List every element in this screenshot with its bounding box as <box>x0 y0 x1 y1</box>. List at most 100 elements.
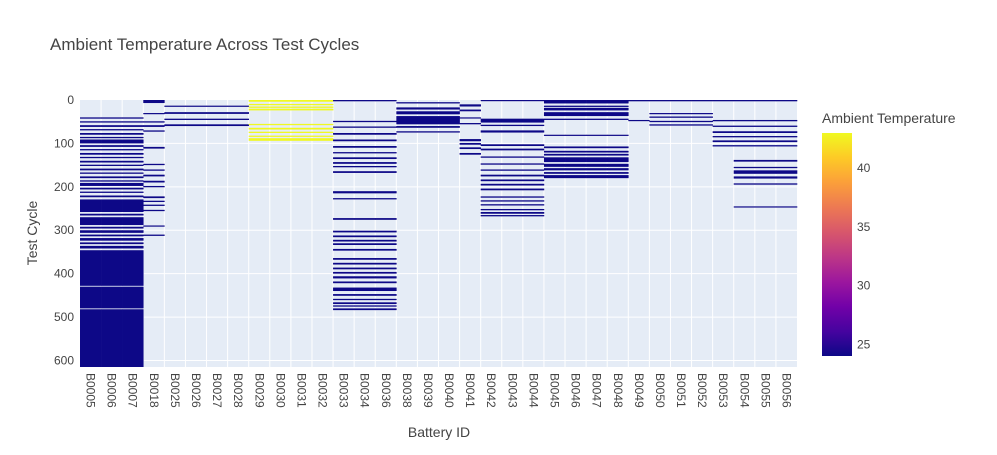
heatmap-cell <box>333 305 355 307</box>
heatmap-cell <box>101 217 123 226</box>
heatmap-cell <box>375 281 397 284</box>
y-axis-ticks: 0 100 200 300 400 500 600 <box>54 93 74 367</box>
heatmap-cell <box>586 146 608 149</box>
heatmap-cell <box>565 118 587 120</box>
heatmap-cell <box>607 163 629 167</box>
heatmap-cell <box>333 302 355 305</box>
heatmap-cell <box>354 262 376 265</box>
heatmap-cell <box>122 117 144 119</box>
heatmap-cell <box>459 142 481 145</box>
x-tick-label: B0034 <box>358 373 372 408</box>
heatmap-cell <box>586 157 608 163</box>
heatmap-cell <box>501 212 524 214</box>
heatmap-cell <box>649 116 671 118</box>
heatmap-cell <box>396 116 418 125</box>
heatmap-cell <box>375 152 397 154</box>
heatmap-cell <box>290 135 313 137</box>
heatmap-cell <box>607 168 629 171</box>
heatmap-cell <box>122 164 144 166</box>
heatmap-cell <box>227 118 250 120</box>
heatmap-cell <box>80 195 102 198</box>
heatmap-cell <box>80 156 102 159</box>
heatmap-cell <box>80 182 102 186</box>
heatmap-cell <box>522 124 545 127</box>
heatmap-cell <box>311 123 334 126</box>
heatmap-cell <box>143 185 165 188</box>
x-tick-label: B0028 <box>231 373 245 408</box>
heatmap-cell <box>354 230 376 233</box>
heatmap-cell <box>122 242 144 245</box>
heatmap-cell <box>565 175 587 179</box>
heatmap-cell <box>586 134 608 136</box>
heatmap-cell <box>143 100 165 104</box>
heatmap-cell <box>80 139 102 144</box>
heatmap-cell <box>522 144 545 147</box>
heatmap-cell <box>290 106 313 108</box>
heatmap-cell <box>80 176 102 179</box>
heatmap-cell <box>101 286 123 309</box>
heatmap-cell <box>354 126 376 128</box>
heatmap-cell <box>691 124 713 126</box>
heatmap-cell <box>227 105 250 107</box>
heatmap-cell <box>522 156 545 158</box>
heatmap-cell <box>354 171 376 173</box>
heatmap-cell <box>122 149 144 151</box>
heatmap-cell <box>333 294 355 296</box>
colorbar-tick-label: 25 <box>857 337 871 351</box>
heatmap-cell <box>775 183 798 185</box>
heatmap-cell <box>501 204 524 206</box>
heatmap-cell <box>101 226 123 229</box>
heatmap-cell <box>375 262 397 265</box>
x-tick-label: B0025 <box>168 373 182 408</box>
heatmap-cell <box>143 121 165 123</box>
heatmap-cell <box>775 176 798 179</box>
heatmap-cell <box>586 105 608 107</box>
heatmap-cell <box>269 106 292 108</box>
heatmap-cell <box>80 152 102 155</box>
heatmap-cell <box>80 234 102 237</box>
heatmap-cell <box>80 160 102 163</box>
heatmap-cell <box>480 148 503 151</box>
heatmap-cell <box>80 230 102 233</box>
heatmap-cell <box>670 116 692 118</box>
heatmap-cell <box>501 183 524 186</box>
heatmap-cell <box>480 204 503 206</box>
heatmap-cell <box>311 135 334 137</box>
heatmap-cell <box>522 130 545 133</box>
heatmap-cell <box>480 208 503 211</box>
heatmap-cell <box>101 234 123 237</box>
x-tick-label: B0026 <box>189 373 203 408</box>
heatmap-cell <box>101 145 123 147</box>
heatmap-cell <box>459 139 481 142</box>
heatmap-cell <box>248 123 271 126</box>
heatmap-cell <box>354 191 376 194</box>
heatmap-cell <box>101 149 123 151</box>
heatmap-cell <box>122 213 144 216</box>
heatmap-cell <box>101 199 123 213</box>
heatmap-cell <box>438 102 460 104</box>
heatmap-cell <box>417 107 439 110</box>
heatmap-cell <box>269 108 292 111</box>
heatmap-cell <box>733 176 756 179</box>
heatmap-cell <box>459 152 481 155</box>
heatmap-cell <box>754 145 777 147</box>
heatmap-cell <box>607 112 629 117</box>
heatmap-cell <box>375 294 397 296</box>
heatmap-cell <box>143 196 165 199</box>
heatmap-cell <box>375 198 397 200</box>
heatmap-cell <box>101 176 123 179</box>
heatmap-cell <box>438 116 460 125</box>
heatmap-cell <box>480 196 503 198</box>
heatmap-cell <box>143 234 165 236</box>
heatmap-cell <box>417 102 439 104</box>
heatmap-cell <box>206 118 228 120</box>
heatmap-cell <box>586 107 608 111</box>
heatmap-cell <box>122 132 144 135</box>
heatmap-cell <box>227 124 250 127</box>
heatmap-cell <box>206 105 228 107</box>
heatmap-cell <box>354 165 376 168</box>
heatmap-cell <box>333 126 355 128</box>
heatmap-cell <box>122 245 144 249</box>
heatmap-cell <box>375 267 397 270</box>
